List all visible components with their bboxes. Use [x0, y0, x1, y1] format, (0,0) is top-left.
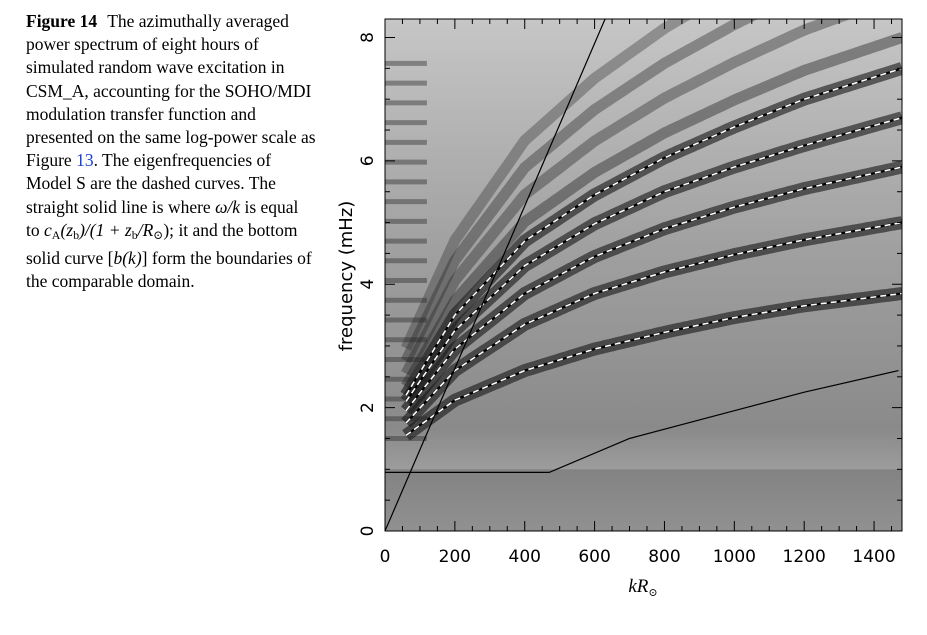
upper-ridge-band-3	[401, 19, 758, 364]
formula-r: /R	[137, 219, 154, 240]
caption-text-4: it and the bottom solid curve [	[26, 219, 298, 269]
y-tick-label: 6	[358, 155, 378, 166]
omega-over-k: ω/k	[215, 196, 241, 217]
formula-end: );	[163, 219, 175, 240]
formula-zb-sub: b	[73, 227, 80, 242]
curve-layer	[385, 19, 902, 531]
y-tick-label: 4	[358, 279, 378, 290]
axis-ticks	[384, 19, 902, 532]
x-axis-title-main: kR	[628, 576, 648, 597]
caption-text-1: The azimuthally averaged power spectrum …	[26, 11, 316, 171]
low-frequency-shade	[385, 469, 902, 531]
formula-ca-sub: A	[51, 227, 61, 242]
eigenfrequency-curve-2	[405, 221, 902, 424]
x-tick-labels: 0 200 400 600 800 1000 1200 1400	[380, 547, 896, 567]
upper-ridge-band-1	[401, 32, 902, 389]
x-axis-title: kR⊙	[628, 576, 657, 599]
caption-text-2: . The eigenfrequencies of Model S are th…	[26, 150, 276, 217]
x-tick-label: 400	[509, 547, 541, 567]
eigenfrequency-curve-1	[405, 292, 902, 437]
caption-text-3: is equal to	[26, 196, 299, 240]
upper-ridge-band-2	[401, 19, 851, 377]
formula-mid: )/(1 + z	[79, 219, 132, 240]
x-tick-label: 200	[439, 547, 471, 567]
formula-zb-sub-2: b	[131, 227, 138, 242]
y-tick-label: 0	[358, 526, 378, 537]
bottom-boundary-curve	[385, 370, 899, 473]
straight-solid-line	[385, 19, 606, 531]
x-axis-title-sub: ⊙	[648, 587, 657, 599]
y-axis-title: frequency (mHz)	[336, 201, 357, 352]
x-tick-label: 1200	[783, 547, 826, 567]
eigenfrequency-curve-3	[405, 166, 902, 412]
bk-term: b(k)	[113, 248, 142, 269]
figure-label: Figure 14	[26, 11, 98, 31]
x-tick-label: 1000	[713, 547, 756, 567]
y-tick-labels: 0 2 4 6 8	[358, 32, 378, 536]
figure-caption: Figure 14 The azimuthally averaged power…	[26, 10, 316, 293]
formula-ca: c	[44, 219, 52, 240]
formula-r-sub: ⊙	[153, 227, 164, 242]
caption-text-5: ] form the boundaries of the comparable …	[26, 248, 312, 292]
upper-ridge-band-4	[400, 19, 692, 351]
x-tick-label: 0	[380, 547, 391, 567]
plot-frame	[384, 18, 903, 532]
x-tick-label: 600	[578, 547, 610, 567]
y-tick-label: 8	[358, 32, 378, 43]
eigenfrequency-curve-4	[405, 116, 902, 402]
eigenfrequency-curve-5	[405, 67, 902, 396]
formula-zb-open: (z	[60, 219, 74, 240]
x-tick-label: 800	[648, 547, 680, 567]
x-tick-label: 1400	[852, 547, 895, 567]
figure-reference-link[interactable]: 13	[76, 150, 94, 171]
y-tick-label: 2	[358, 402, 378, 413]
